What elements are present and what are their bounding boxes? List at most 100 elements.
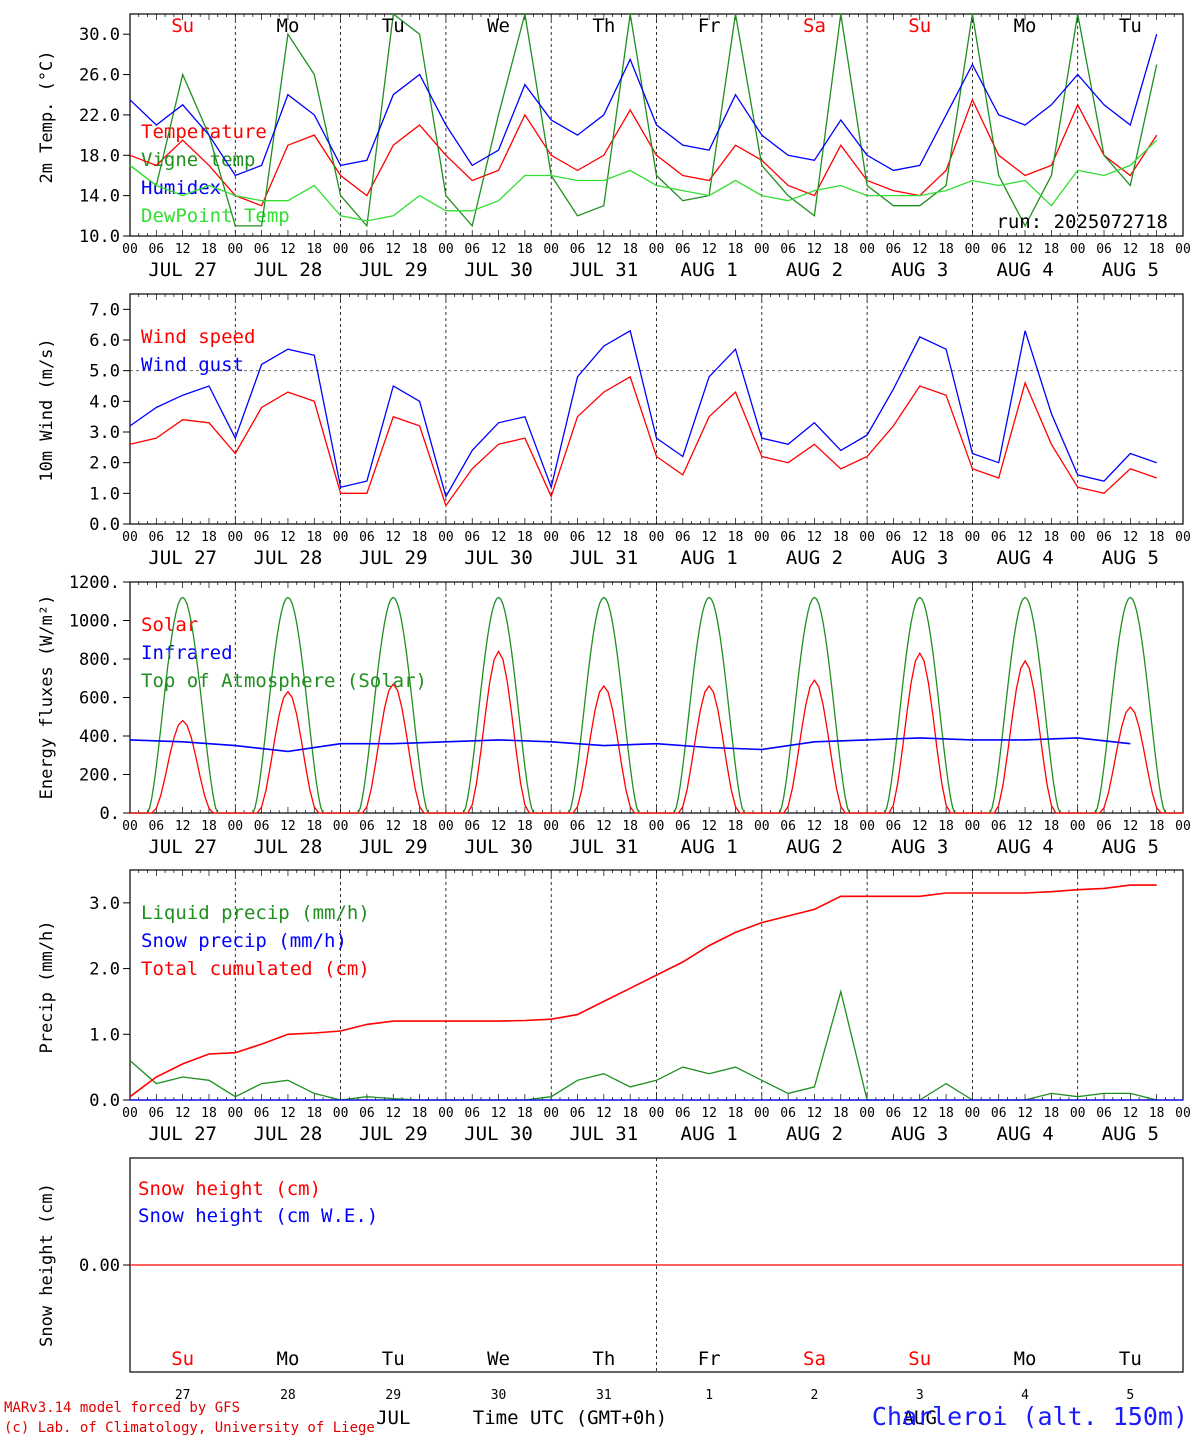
series-toa-solar xyxy=(972,596,1078,814)
series-solar xyxy=(972,659,1078,814)
day-label: JUL 29 xyxy=(359,547,428,569)
hour-tick-label: 18 xyxy=(412,530,428,545)
series-solar xyxy=(130,719,236,814)
weekday-label: Mo xyxy=(1014,1348,1037,1370)
run-label: run: 2025072718 xyxy=(996,211,1168,233)
hour-tick-label: 00 xyxy=(1070,1106,1086,1121)
y-tick-label: 26.0 xyxy=(79,66,120,86)
weekday-label: Su xyxy=(908,15,931,37)
weekday-label: Th xyxy=(592,1348,615,1370)
day-label: JUL 27 xyxy=(148,259,217,281)
day-number: 1 xyxy=(705,1388,713,1403)
weekday-label: Sa xyxy=(803,1348,826,1370)
hour-tick-label: 18 xyxy=(1044,242,1060,257)
hour-tick-label: 12 xyxy=(1123,819,1139,834)
hour-tick-label: 06 xyxy=(254,819,270,834)
hour-tick-label: 12 xyxy=(1123,530,1139,545)
day-label: AUG 5 xyxy=(1102,547,1159,569)
hour-tick-label: 12 xyxy=(491,1106,507,1121)
hour-tick-label: 18 xyxy=(833,819,849,834)
hour-tick-label: 12 xyxy=(385,242,401,257)
day-label: AUG 4 xyxy=(996,259,1053,281)
hour-tick-label: 12 xyxy=(807,819,823,834)
hour-tick-label: 00 xyxy=(122,819,138,834)
hour-tick-label: 12 xyxy=(1017,242,1033,257)
y-tick-label: 2.0 xyxy=(89,960,120,980)
y-tick-label: 1.0 xyxy=(89,1025,120,1045)
hour-tick-label: 18 xyxy=(1044,819,1060,834)
day-label: JUL 30 xyxy=(464,836,533,858)
hour-tick-label: 18 xyxy=(622,1106,638,1121)
hour-tick-label: 12 xyxy=(1123,242,1139,257)
series-solar xyxy=(761,679,868,814)
series-humidex xyxy=(129,34,1158,177)
hour-tick-label: 06 xyxy=(254,1106,270,1121)
day-label: JUL 31 xyxy=(570,259,639,281)
series-wind-speed xyxy=(129,375,1157,508)
day-label: JUL 30 xyxy=(464,259,533,281)
hour-tick-label: 00 xyxy=(1175,242,1191,257)
weekday-label: Su xyxy=(171,1348,194,1370)
hour-tick-label: 00 xyxy=(649,530,665,545)
day-label: JUL 27 xyxy=(148,547,217,569)
hour-tick-label: 06 xyxy=(1096,530,1112,545)
day-label: JUL 31 xyxy=(570,836,639,858)
series-toa-solar xyxy=(445,596,552,814)
hour-tick-label: 00 xyxy=(333,1106,349,1121)
series-total-cumulated xyxy=(129,884,1157,1098)
day-label: AUG 1 xyxy=(681,836,738,858)
hour-tick-label: 06 xyxy=(570,242,586,257)
hour-tick-label: 06 xyxy=(886,242,902,257)
series-toa-solar xyxy=(551,596,657,814)
series-toa-solar xyxy=(761,596,868,814)
day-number: 30 xyxy=(491,1388,507,1403)
legend-entry: Infrared xyxy=(141,642,233,664)
hour-tick-label: 12 xyxy=(175,530,191,545)
hour-tick-label: 18 xyxy=(201,1106,217,1121)
hour-tick-label: 18 xyxy=(412,242,428,257)
day-label: JUL 27 xyxy=(148,1123,217,1145)
y-tick-label: 14.0 xyxy=(79,187,120,207)
legend-entry: Humidex xyxy=(141,177,221,199)
hour-tick-label: 12 xyxy=(912,530,928,545)
series-solar xyxy=(867,651,973,814)
hour-tick-label: 06 xyxy=(780,819,796,834)
hour-tick-label: 00 xyxy=(754,242,770,257)
day-number: 31 xyxy=(596,1388,612,1403)
hour-tick-label: 12 xyxy=(280,242,296,257)
day-label: AUG 4 xyxy=(996,836,1053,858)
hour-tick-label: 18 xyxy=(938,242,954,257)
x-axis-title: Time UTC (GMT+0h) xyxy=(473,1407,667,1429)
y-tick-label: 400. xyxy=(79,727,120,747)
weekday-label: Su xyxy=(171,15,194,37)
hour-tick-label: 00 xyxy=(438,1106,454,1121)
hour-tick-label: 06 xyxy=(780,530,796,545)
hour-tick-label: 12 xyxy=(596,1106,612,1121)
series-solar xyxy=(1077,706,1183,814)
day-label: AUG 5 xyxy=(1102,259,1159,281)
day-number: 28 xyxy=(280,1388,296,1403)
y-tick-label: 600. xyxy=(79,689,120,709)
y-tick-label: 800. xyxy=(79,650,120,670)
day-label: AUG 5 xyxy=(1102,836,1159,858)
hour-tick-label: 18 xyxy=(622,242,638,257)
hour-tick-label: 00 xyxy=(227,242,243,257)
hour-tick-label: 18 xyxy=(412,819,428,834)
hour-tick-label: 18 xyxy=(1149,819,1165,834)
hour-tick-label: 06 xyxy=(359,1106,375,1121)
hour-tick-label: 00 xyxy=(122,530,138,545)
weekday-label: Su xyxy=(908,1348,931,1370)
hour-tick-label: 00 xyxy=(965,242,981,257)
hour-tick-label: 06 xyxy=(991,1106,1007,1121)
hour-tick-label: 06 xyxy=(675,1106,691,1121)
series-temperature xyxy=(129,98,1158,207)
hour-tick-label: 00 xyxy=(438,530,454,545)
hour-tick-label: 12 xyxy=(385,1106,401,1121)
series-liquid-precip xyxy=(129,989,1157,1101)
day-label: AUG 2 xyxy=(786,1123,843,1145)
day-label: JUL 28 xyxy=(254,836,323,858)
hour-tick-label: 18 xyxy=(728,819,744,834)
hour-tick-label: 12 xyxy=(912,1106,928,1121)
weekday-label: Mo xyxy=(1014,15,1037,37)
